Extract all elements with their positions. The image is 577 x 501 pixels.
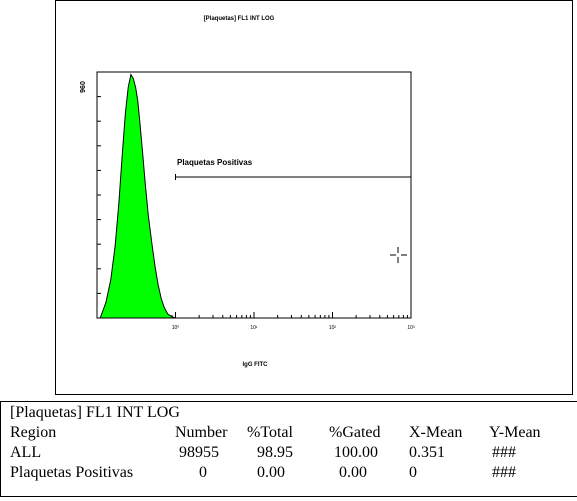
chart-title: [Plaquetas] FL1 INT LOG bbox=[204, 16, 275, 22]
x-axis-tick-labels: 10⁰ 10¹ 10² 10³ bbox=[172, 325, 415, 331]
cell-region: ALL bbox=[10, 444, 42, 461]
x-tick-label: 10¹ bbox=[250, 325, 258, 331]
histogram-series-fill bbox=[99, 73, 176, 319]
cell-x-mean: 0.351 bbox=[409, 444, 445, 461]
header-total: %Total bbox=[247, 424, 293, 441]
header-gated: %Gated bbox=[329, 424, 381, 441]
region-label: Plaquetas Positivas bbox=[177, 158, 253, 167]
cell-x-mean: 0 bbox=[409, 464, 417, 481]
histogram-chart: [Plaquetas] FL1 INT LOG 960 10⁰ 10¹ 10² 10³… bbox=[80, 16, 415, 368]
y-axis-ticks bbox=[97, 96, 101, 294]
cell-number: 98955 bbox=[179, 444, 219, 461]
header-y-mean: Y-Mean bbox=[489, 424, 541, 441]
crosshair-cursor-icon bbox=[390, 247, 407, 263]
cell-gated: 100.00 bbox=[334, 444, 378, 461]
x-tick-label: 10³ bbox=[407, 325, 415, 331]
header-x-mean: X-Mean bbox=[409, 424, 463, 441]
cell-total: 98.95 bbox=[257, 444, 293, 461]
header-region: Region bbox=[10, 424, 57, 441]
y-tick-label-960: 960 bbox=[80, 81, 87, 93]
x-tick-label: 10² bbox=[329, 325, 337, 331]
cell-region: Plaquetas Positivas bbox=[10, 464, 134, 481]
cell-number: 0 bbox=[199, 464, 207, 481]
x-tick-label: 10⁰ bbox=[172, 325, 180, 331]
cell-y-mean: ### bbox=[492, 444, 516, 461]
table-row: Plaquetas Positivas 0 0.00 0.00 0 ### bbox=[1, 463, 577, 483]
statistics-table: [Plaquetas] FL1 INT LOG Region Number %T… bbox=[0, 401, 577, 497]
x-axis-label: IgG FITC bbox=[243, 362, 269, 368]
statistics-header-row: Region Number %Total %Gated X-Mean Y-Mea… bbox=[1, 423, 577, 443]
cell-total: 0.00 bbox=[257, 464, 285, 481]
cell-gated: 0.00 bbox=[339, 464, 367, 481]
statistics-title: [Plaquetas] FL1 INT LOG bbox=[10, 404, 180, 421]
cell-y-mean: ### bbox=[492, 464, 516, 481]
header-number: Number bbox=[175, 424, 228, 441]
histogram-panel: [Plaquetas] FL1 INT LOG 960 10⁰ 10¹ 10² 10³… bbox=[55, 0, 573, 395]
statistics-title-row: [Plaquetas] FL1 INT LOG bbox=[1, 403, 577, 423]
table-row: ALL 98955 98.95 100.00 0.351 ### bbox=[1, 443, 577, 463]
